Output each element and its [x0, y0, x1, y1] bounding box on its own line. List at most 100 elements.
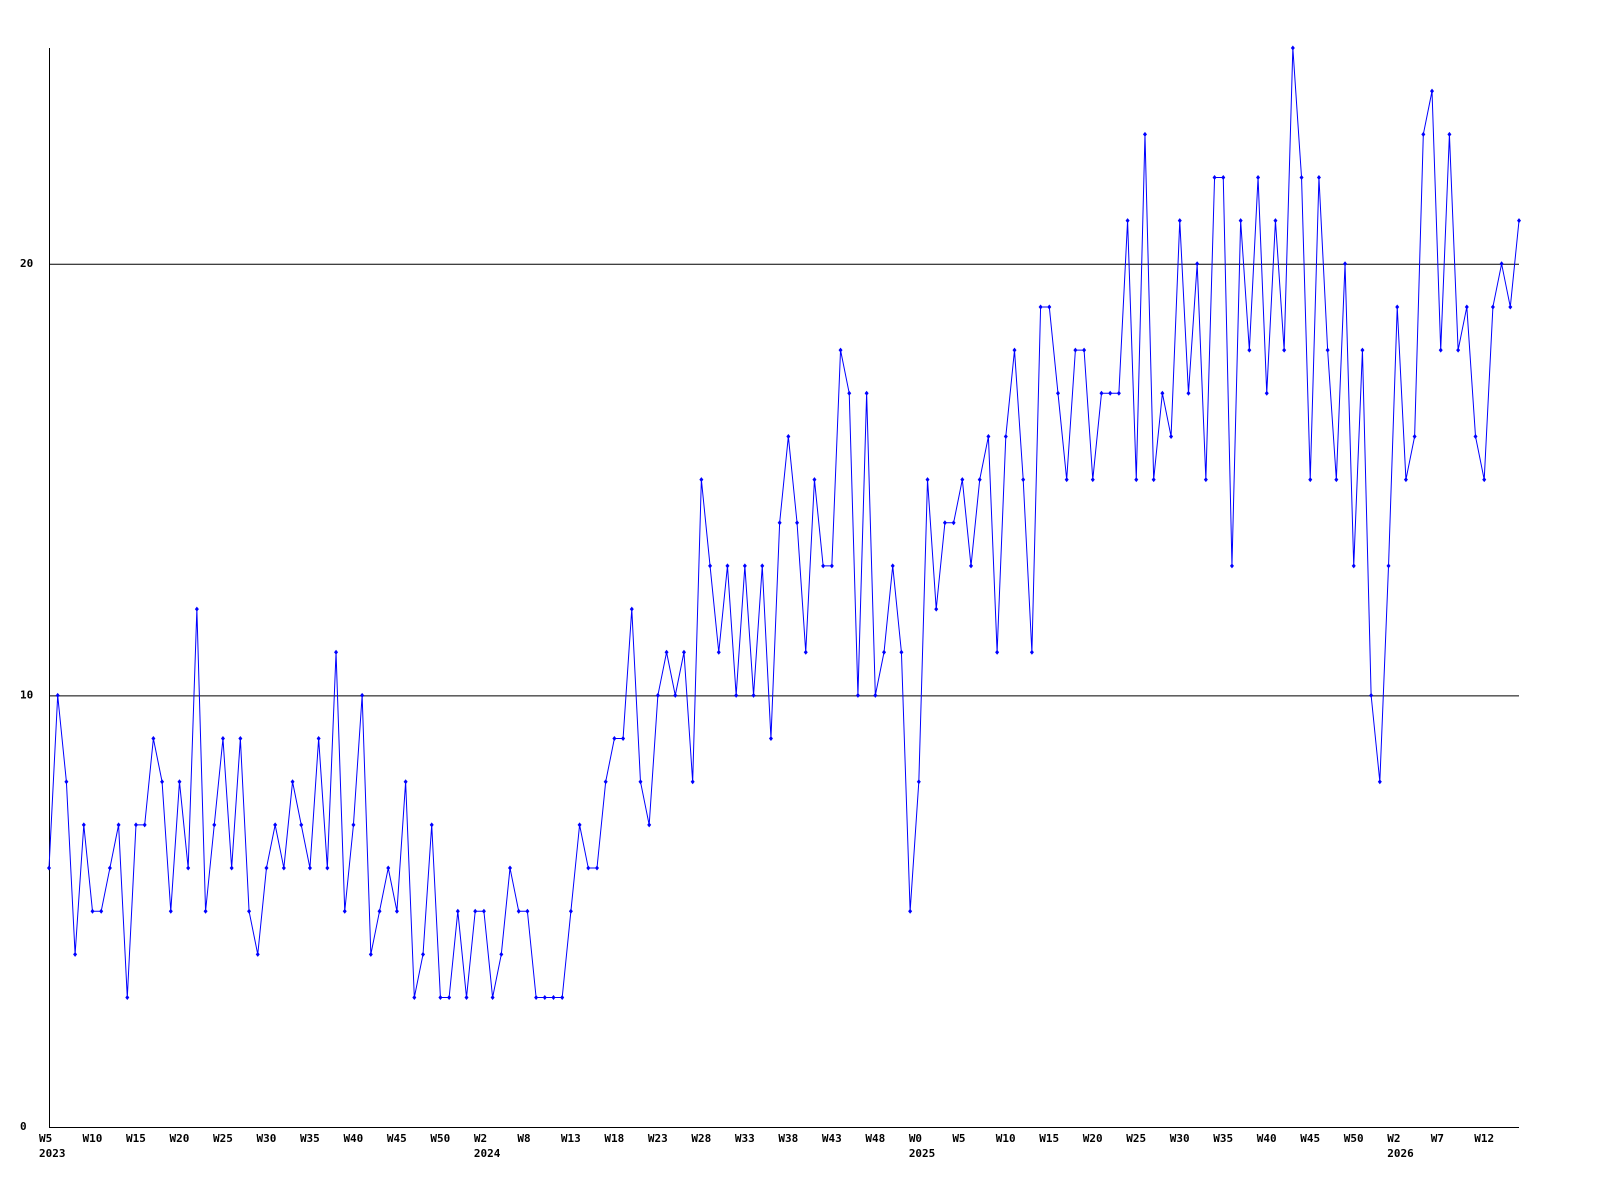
x-tick-label: W43 — [822, 1132, 842, 1145]
x-tick-label: W30 — [256, 1132, 276, 1145]
data-point — [1221, 174, 1226, 180]
data-point — [151, 736, 156, 742]
data-point — [977, 477, 982, 483]
data-point — [1134, 477, 1139, 483]
data-point — [1299, 174, 1304, 180]
y-tick-label: 20 — [20, 257, 33, 270]
data-point — [90, 908, 95, 914]
x-year-label: 2026 — [1387, 1147, 1414, 1160]
data-point — [481, 908, 486, 914]
x-tick-label: W30 — [1170, 1132, 1190, 1145]
data-point — [1343, 261, 1348, 267]
data-point — [1377, 779, 1382, 785]
data-point — [1290, 45, 1295, 51]
x-tick-label: W10 — [82, 1132, 102, 1145]
data-point — [403, 779, 408, 785]
data-point — [264, 865, 269, 871]
data-point — [812, 477, 817, 483]
data-point — [551, 995, 556, 1001]
x-tick-label: W25 — [213, 1132, 233, 1145]
y-tick-label: 10 — [20, 688, 33, 701]
data-point — [951, 520, 956, 526]
data-point — [1212, 174, 1217, 180]
data-point — [1430, 88, 1435, 94]
data-point — [899, 649, 904, 655]
data-point — [1003, 433, 1008, 439]
data-point — [1395, 304, 1400, 310]
data-point — [1029, 649, 1034, 655]
data-point — [1464, 304, 1469, 310]
data-point — [655, 692, 660, 698]
x-tick-label: W45 — [387, 1132, 407, 1145]
data-point — [421, 951, 426, 957]
data-point — [603, 779, 608, 785]
data-point — [1038, 304, 1043, 310]
data-point — [160, 779, 165, 785]
data-point — [934, 606, 939, 612]
x-tick-label: W15 — [1039, 1132, 1059, 1145]
x-tick-label: W8 — [517, 1132, 530, 1145]
data-point — [1282, 347, 1287, 353]
data-point — [1142, 131, 1147, 137]
data-point — [1351, 563, 1356, 569]
data-point — [621, 736, 626, 742]
data-point — [447, 995, 452, 1001]
data-point — [586, 865, 591, 871]
data-point — [1099, 390, 1104, 396]
x-tick-label: W45 — [1300, 1132, 1320, 1145]
x-tick-label: W15 — [126, 1132, 146, 1145]
data-point — [73, 951, 78, 957]
data-point — [1125, 218, 1130, 224]
data-point — [99, 908, 104, 914]
data-point — [429, 822, 434, 828]
data-point — [1325, 347, 1330, 353]
data-point — [281, 865, 286, 871]
data-point — [673, 692, 678, 698]
x-tick-label: W28 — [691, 1132, 711, 1145]
data-point — [386, 865, 391, 871]
data-point — [177, 779, 182, 785]
data-point — [925, 477, 930, 483]
data-point — [1090, 477, 1095, 483]
data-point — [64, 779, 69, 785]
x-tick-label: W35 — [300, 1132, 320, 1145]
data-point — [681, 649, 686, 655]
data-point — [116, 822, 121, 828]
x-tick-label: W23 — [648, 1132, 668, 1145]
data-point — [490, 995, 495, 1001]
data-point — [1064, 477, 1069, 483]
data-point — [1316, 174, 1321, 180]
x-tick-label: W48 — [865, 1132, 885, 1145]
data-point — [1238, 218, 1243, 224]
data-point — [916, 779, 921, 785]
data-point — [238, 736, 243, 742]
data-point — [1490, 304, 1495, 310]
data-point — [1473, 433, 1478, 439]
data-point — [307, 865, 312, 871]
data-point — [577, 822, 582, 828]
data-point — [299, 822, 304, 828]
data-point — [325, 865, 330, 871]
x-tick-label: W2 — [1387, 1132, 1400, 1145]
data-point — [125, 995, 130, 1001]
data-point — [255, 951, 260, 957]
data-point — [864, 390, 869, 396]
data-point — [908, 908, 913, 914]
data-point — [394, 908, 399, 914]
data-point — [1082, 347, 1087, 353]
data-point — [203, 908, 208, 914]
data-point — [290, 779, 295, 785]
x-tick-label: W13 — [561, 1132, 581, 1145]
data-point — [786, 433, 791, 439]
y-tick-label: 0 — [20, 1120, 27, 1133]
x-tick-label: W20 — [1083, 1132, 1103, 1145]
data-point — [1073, 347, 1078, 353]
x-tick-label: W10 — [996, 1132, 1016, 1145]
data-point — [716, 649, 721, 655]
data-point — [560, 995, 565, 1001]
data-point — [351, 822, 356, 828]
data-point — [734, 692, 739, 698]
data-point — [1447, 131, 1452, 137]
data-point — [1256, 174, 1261, 180]
data-point — [760, 563, 765, 569]
